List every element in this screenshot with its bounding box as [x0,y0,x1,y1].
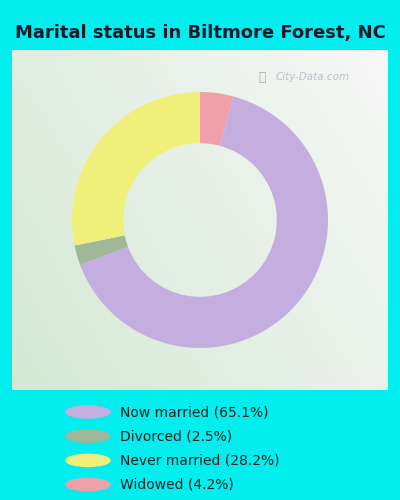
Wedge shape [72,92,200,246]
Text: City-Data.com: City-Data.com [276,72,350,82]
Wedge shape [80,96,328,348]
Text: Marital status in Biltmore Forest, NC: Marital status in Biltmore Forest, NC [14,24,386,42]
Circle shape [66,478,110,490]
Text: Never married (28.2%): Never married (28.2%) [120,454,280,468]
Circle shape [66,430,110,442]
Text: Divorced (2.5%): Divorced (2.5%) [120,429,232,443]
Wedge shape [74,236,128,265]
Text: Widowed (4.2%): Widowed (4.2%) [120,478,234,492]
Text: ⓘ: ⓘ [258,70,266,84]
Wedge shape [200,92,233,146]
Circle shape [66,406,110,418]
Circle shape [66,454,110,466]
Text: Now married (65.1%): Now married (65.1%) [120,405,268,419]
